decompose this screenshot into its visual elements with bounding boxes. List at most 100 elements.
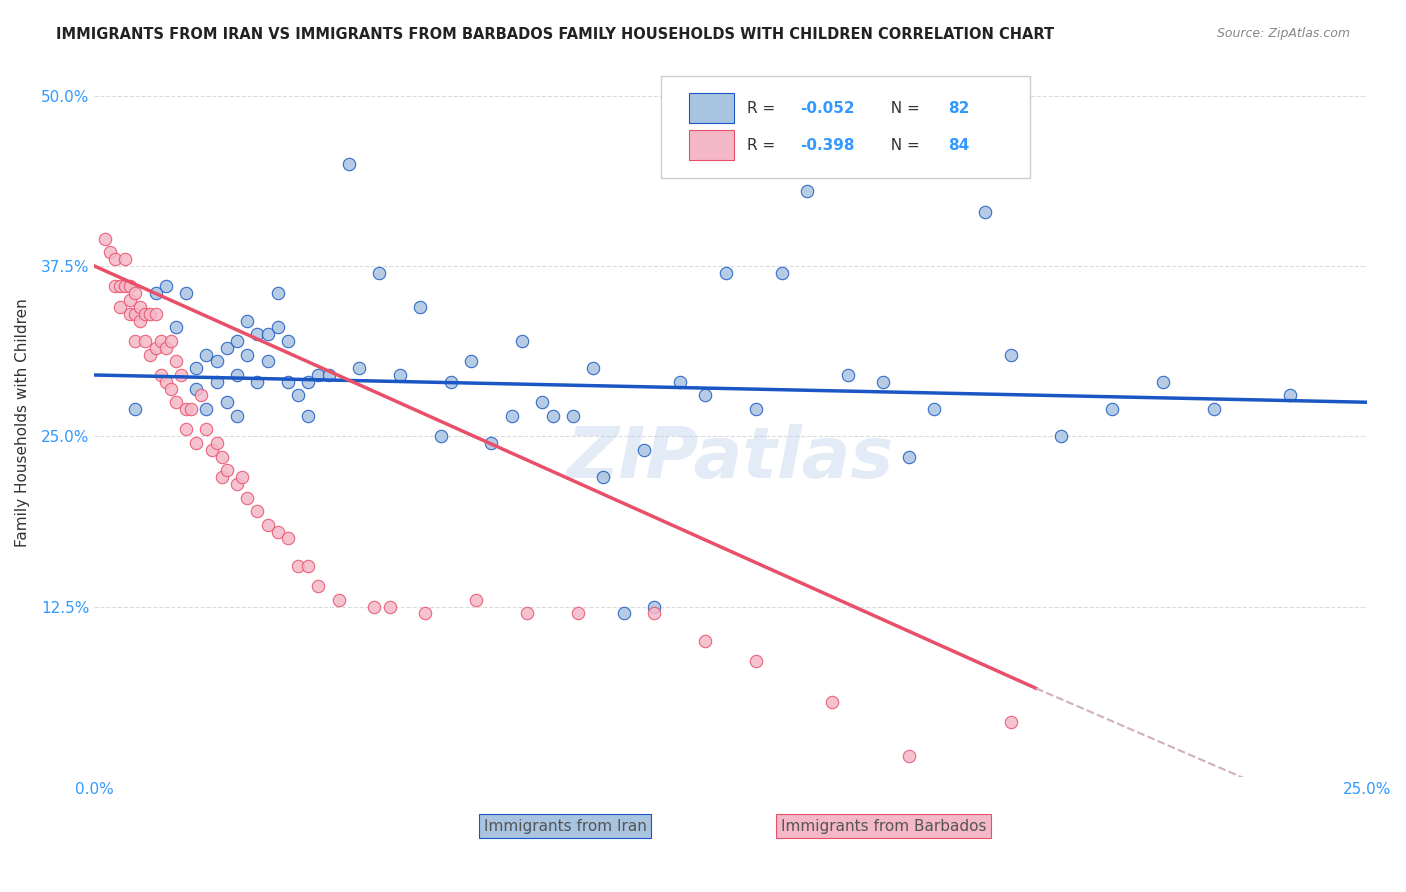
Point <box>409 300 432 314</box>
Point <box>155 341 177 355</box>
Point <box>695 388 717 402</box>
FancyBboxPatch shape <box>661 76 1029 178</box>
Point <box>256 354 278 368</box>
Point <box>155 279 177 293</box>
Point <box>205 375 228 389</box>
Text: 82: 82 <box>948 101 970 116</box>
Text: Source: ZipAtlas.com: Source: ZipAtlas.com <box>1216 27 1350 40</box>
Text: R =: R = <box>747 101 780 116</box>
Point <box>307 368 329 382</box>
Point <box>104 279 127 293</box>
Point <box>98 245 121 260</box>
Point <box>714 266 737 280</box>
Point <box>226 409 249 423</box>
Point <box>195 402 218 417</box>
Point <box>246 375 269 389</box>
Point <box>516 607 538 621</box>
Point <box>195 347 218 361</box>
Point <box>440 375 463 389</box>
Point <box>165 320 187 334</box>
Point <box>124 286 146 301</box>
Point <box>1279 388 1302 402</box>
Point <box>277 375 299 389</box>
Text: -0.398: -0.398 <box>800 137 855 153</box>
Point <box>114 252 136 267</box>
Point <box>215 395 238 409</box>
Point <box>149 368 172 382</box>
Point <box>149 334 172 348</box>
Y-axis label: Family Households with Children: Family Households with Children <box>15 298 30 547</box>
FancyBboxPatch shape <box>689 94 734 123</box>
Point <box>190 388 212 402</box>
Point <box>139 307 162 321</box>
Point <box>643 599 665 614</box>
Point <box>567 607 589 621</box>
Text: -0.052: -0.052 <box>800 101 855 116</box>
Point <box>159 334 181 348</box>
Point <box>124 307 146 321</box>
Point <box>145 286 167 301</box>
Point <box>897 450 920 464</box>
Point <box>205 354 228 368</box>
Text: IMMIGRANTS FROM IRAN VS IMMIGRANTS FROM BARBADOS FAMILY HOUSEHOLDS WITH CHILDREN: IMMIGRANTS FROM IRAN VS IMMIGRANTS FROM … <box>56 27 1054 42</box>
Point <box>155 375 177 389</box>
Point <box>226 477 249 491</box>
Point <box>114 279 136 293</box>
Point <box>165 354 187 368</box>
Point <box>226 334 249 348</box>
Point <box>267 524 290 539</box>
Point <box>328 592 350 607</box>
FancyBboxPatch shape <box>689 130 734 160</box>
Point <box>922 402 945 417</box>
Point <box>287 558 309 573</box>
Point <box>541 409 564 423</box>
Point <box>872 375 894 389</box>
Point <box>277 334 299 348</box>
Point <box>796 184 818 198</box>
Point <box>256 517 278 532</box>
Point <box>501 409 523 423</box>
Point <box>256 327 278 342</box>
Point <box>561 409 583 423</box>
Point <box>582 361 605 376</box>
Point <box>120 293 142 307</box>
Point <box>205 436 228 450</box>
Point <box>108 300 131 314</box>
Point <box>1000 715 1022 730</box>
Point <box>211 470 233 484</box>
Point <box>429 429 451 443</box>
Point <box>186 382 208 396</box>
Point <box>897 749 920 764</box>
Point <box>246 504 269 518</box>
Point <box>297 375 319 389</box>
Point <box>129 300 152 314</box>
Point <box>770 266 793 280</box>
Point <box>307 579 329 593</box>
Point <box>745 402 768 417</box>
Point <box>318 368 340 382</box>
Point <box>124 334 146 348</box>
Point <box>287 388 309 402</box>
Point <box>174 402 197 417</box>
Point <box>180 402 202 417</box>
Point <box>267 320 290 334</box>
Point <box>347 361 370 376</box>
Point <box>215 463 238 477</box>
Point <box>297 409 319 423</box>
Point <box>592 470 614 484</box>
Point <box>643 607 665 621</box>
Point <box>1101 402 1123 417</box>
Point <box>337 157 360 171</box>
Point <box>165 395 187 409</box>
Point <box>378 599 401 614</box>
Point <box>1152 375 1174 389</box>
Point <box>481 436 503 450</box>
Point <box>465 592 488 607</box>
Point <box>363 599 385 614</box>
Point <box>134 334 156 348</box>
Point <box>174 286 197 301</box>
Point <box>974 204 997 219</box>
Point <box>277 532 299 546</box>
Text: 84: 84 <box>948 137 970 153</box>
Point <box>145 307 167 321</box>
